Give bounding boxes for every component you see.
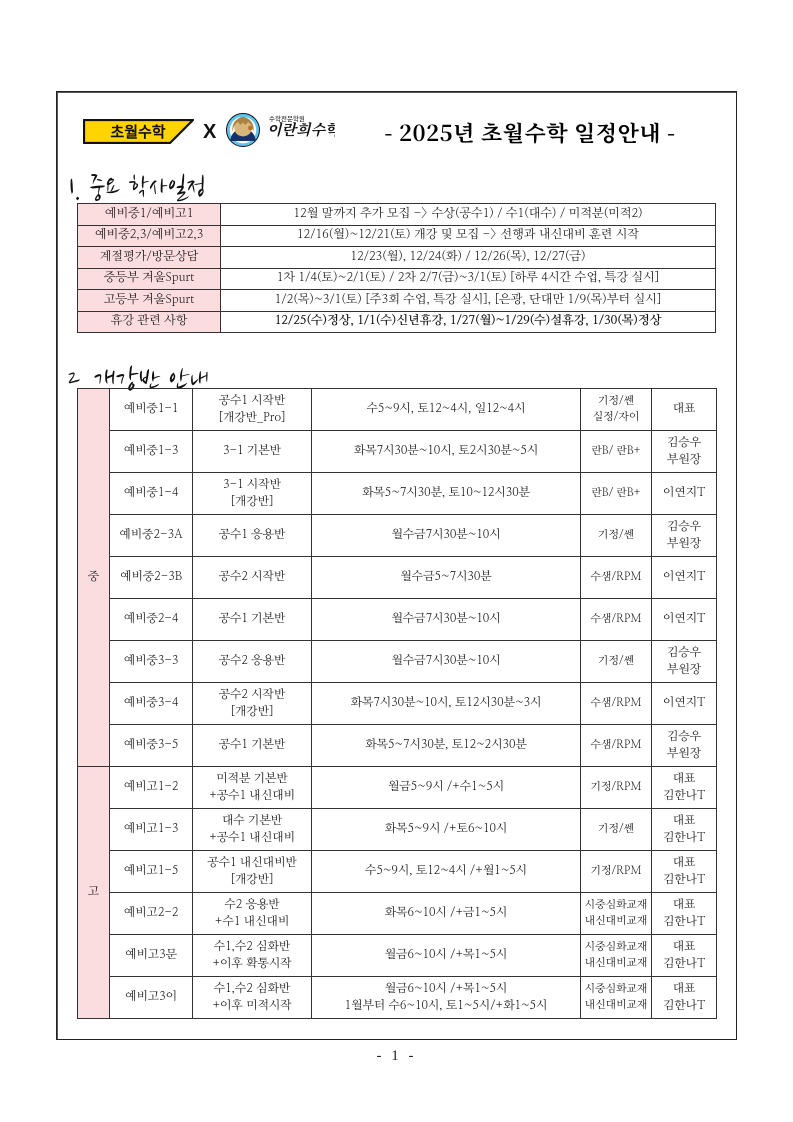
svg-text:이란희수학: 이란희수학 [267,119,335,140]
svg-text:초월수학: 초월수학 [110,124,165,141]
